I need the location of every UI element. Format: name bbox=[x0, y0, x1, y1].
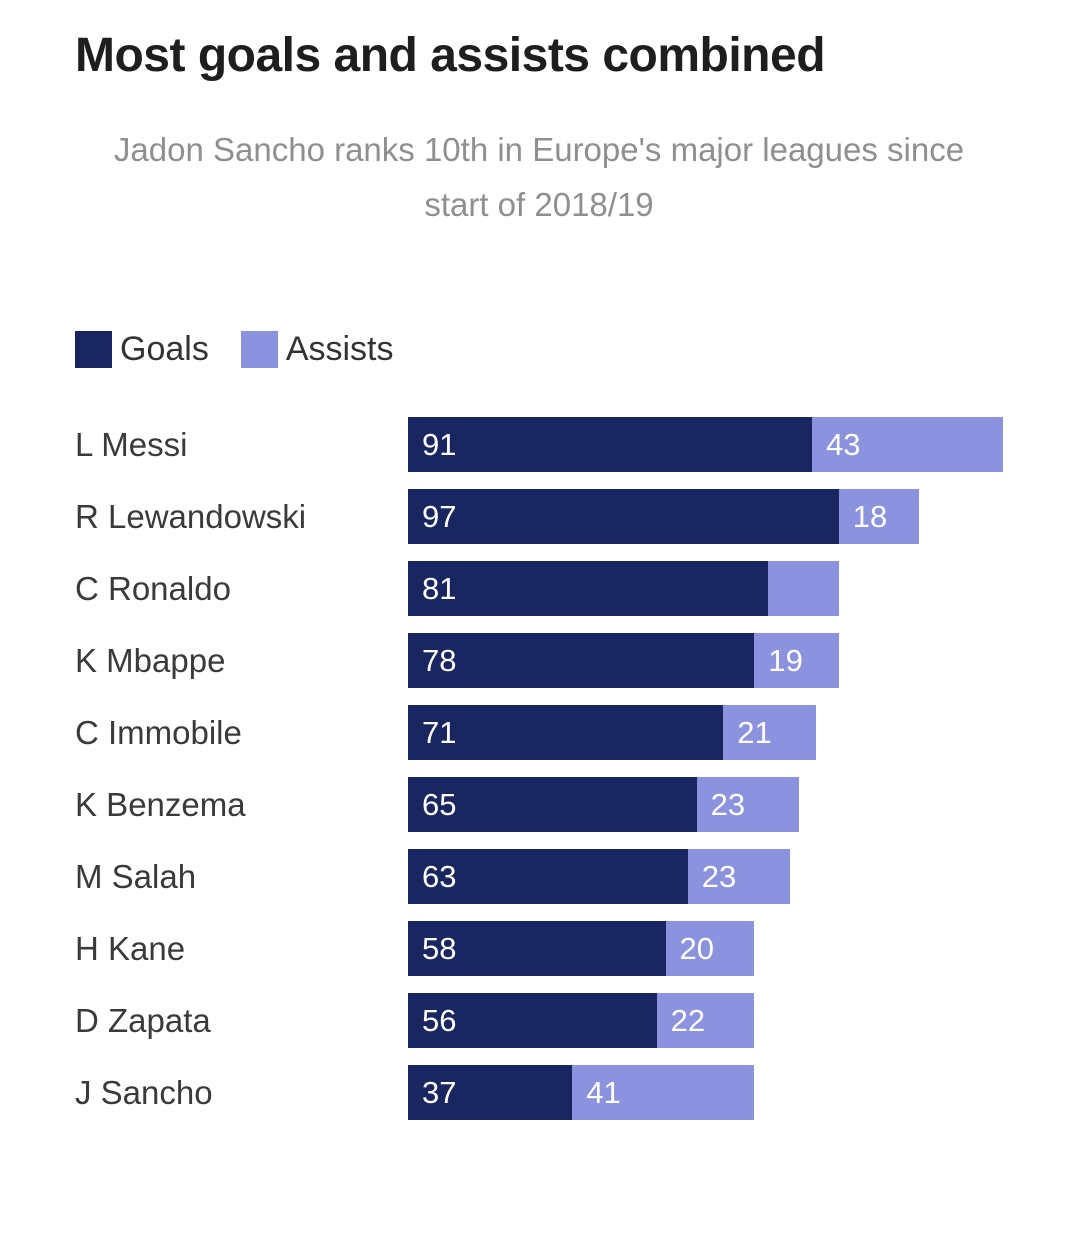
bar-area: 63 23 bbox=[408, 849, 1003, 905]
goals-bar-segment: 81 bbox=[408, 561, 768, 617]
assists-value: 20 bbox=[679, 930, 715, 966]
chart-row: J Sancho 37 41 bbox=[75, 1065, 1003, 1121]
goals-value: 56 bbox=[422, 1002, 457, 1038]
player-label: R Lewandowski bbox=[75, 497, 307, 535]
chart-row: R Lewandowski 97 18 bbox=[75, 489, 1003, 545]
chart-row: H Kane 58 20 bbox=[75, 921, 1003, 977]
chart-row: C Immobile 71 21 bbox=[75, 705, 1003, 761]
assists-bar-segment: 18 bbox=[838, 489, 919, 545]
assists-legend-swatch bbox=[240, 331, 278, 369]
assists-bar-segment: 22 bbox=[656, 993, 755, 1049]
assists-value: 43 bbox=[826, 426, 861, 462]
goals-value: 65 bbox=[422, 786, 457, 822]
player-label: H Kane bbox=[75, 929, 186, 967]
chart-subtitle: Jadon Sancho ranks 10th in Europe's majo… bbox=[113, 131, 965, 223]
assists-value: 23 bbox=[710, 786, 746, 822]
assists-bar-segment: 41 bbox=[572, 1065, 755, 1121]
bar-area: 91 43 bbox=[408, 417, 1003, 473]
goals-bar-segment: 63 bbox=[408, 849, 688, 905]
goals-bar-segment: 97 bbox=[408, 489, 839, 545]
assists-bar-segment bbox=[767, 561, 839, 617]
assists-legend-label: Assists bbox=[285, 330, 394, 369]
chart-row: D Zapata 56 22 bbox=[75, 993, 1003, 1049]
assists-bar-segment: 21 bbox=[723, 705, 817, 761]
goals-bar-segment: 65 bbox=[408, 777, 697, 833]
goals-value: 63 bbox=[422, 858, 457, 894]
bar-area: 81 bbox=[408, 561, 1003, 617]
bar-area: 56 22 bbox=[408, 993, 1003, 1049]
bar-area: 71 21 bbox=[408, 705, 1003, 761]
assists-bar-segment: 20 bbox=[665, 921, 755, 977]
player-label: K Mbappe bbox=[75, 641, 226, 679]
goals-bar-segment: 58 bbox=[408, 921, 666, 977]
assists-value: 41 bbox=[586, 1074, 621, 1110]
bar-area: 37 41 bbox=[408, 1065, 1003, 1121]
goals-bar-segment: 56 bbox=[408, 993, 657, 1049]
goals-legend-swatch bbox=[75, 331, 112, 369]
goals-value: 58 bbox=[422, 930, 457, 966]
goals-value: 81 bbox=[422, 570, 457, 606]
player-label: L Messi bbox=[75, 425, 188, 463]
goals-legend-label: Goals bbox=[120, 330, 209, 369]
goals-value: 37 bbox=[422, 1074, 457, 1110]
bar-area: 78 19 bbox=[408, 633, 1003, 689]
assists-bar-segment: 19 bbox=[754, 633, 839, 689]
player-label: J Sancho bbox=[75, 1073, 213, 1111]
chart-row: K Mbappe 78 19 bbox=[75, 633, 1003, 689]
chart-title: Most goals and assists combined bbox=[75, 29, 826, 82]
legend: Goals Assists bbox=[75, 330, 1003, 369]
chart-row: M Salah 63 23 bbox=[75, 849, 1003, 905]
goals-bar-segment: 91 bbox=[408, 417, 813, 473]
player-label: M Salah bbox=[75, 857, 197, 895]
player-label: C Immobile bbox=[75, 713, 242, 751]
goals-value: 71 bbox=[422, 714, 457, 750]
chart-row: L Messi 91 43 bbox=[75, 417, 1003, 473]
assists-bar-segment: 23 bbox=[696, 777, 799, 833]
assists-value: 21 bbox=[737, 714, 772, 750]
bar-area: 65 23 bbox=[408, 777, 1003, 833]
assists-value: 18 bbox=[852, 498, 888, 534]
assists-value: 19 bbox=[768, 642, 803, 678]
assists-bar-segment: 43 bbox=[812, 417, 1003, 473]
player-label: D Zapata bbox=[75, 1001, 211, 1039]
goals-bar-segment: 71 bbox=[408, 705, 724, 761]
goals-value: 91 bbox=[422, 426, 457, 462]
goals-bar-segment: 78 bbox=[408, 633, 755, 689]
assists-bar-segment: 23 bbox=[687, 849, 790, 905]
player-label: C Ronaldo bbox=[75, 569, 231, 607]
bar-area: 58 20 bbox=[408, 921, 1003, 977]
goals-value: 97 bbox=[422, 498, 457, 534]
chart-row: K Benzema 65 23 bbox=[75, 777, 1003, 833]
assists-value: 23 bbox=[701, 858, 737, 894]
player-label: K Benzema bbox=[75, 785, 246, 823]
goals-bar-segment: 37 bbox=[408, 1065, 573, 1121]
chart-row: C Ronaldo 81 bbox=[75, 561, 1003, 617]
goals-value: 78 bbox=[422, 642, 457, 678]
bar-area: 97 18 bbox=[408, 489, 1003, 545]
assists-value: 22 bbox=[670, 1002, 706, 1038]
bar-chart: L Messi 91 43 R Lewandowski 97 18 C Ronaldo 81 K… bbox=[75, 417, 1003, 1121]
